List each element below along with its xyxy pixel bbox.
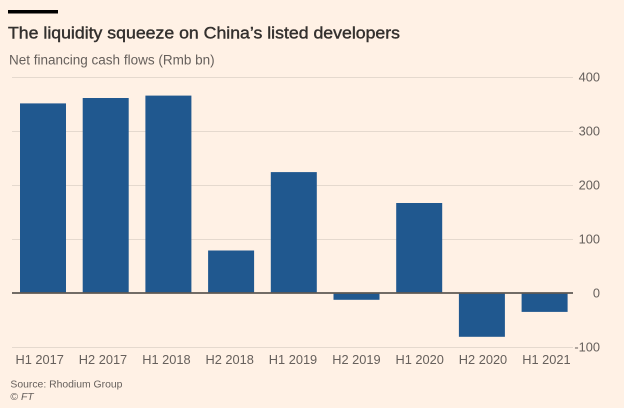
svg-text:200: 200	[579, 178, 600, 193]
svg-text:Source: Rhodium Group: Source: Rhodium Group	[10, 380, 122, 391]
svg-text:H1 2017: H1 2017	[16, 352, 64, 367]
svg-text:H2 2017: H2 2017	[79, 352, 127, 367]
svg-text:H2 2020: H2 2020	[459, 352, 507, 367]
svg-text:100: 100	[579, 232, 600, 247]
svg-text:H2 2019: H2 2019	[332, 352, 380, 367]
svg-text:H2 2018: H2 2018	[206, 352, 254, 367]
svg-text:H1 2021: H1 2021	[522, 352, 570, 367]
svg-text:400: 400	[579, 70, 600, 85]
svg-text:© FT: © FT	[10, 392, 34, 403]
svg-text:0: 0	[593, 286, 600, 301]
svg-text:H1 2020: H1 2020	[396, 352, 444, 367]
svg-text:H1 2018: H1 2018	[142, 352, 190, 367]
svg-text:Net financing cash flows (Rmb: Net financing cash flows (Rmb bn)	[9, 53, 215, 68]
svg-text:-100: -100	[574, 340, 600, 355]
svg-text:The liquidity squeeze on China: The liquidity squeeze on China’s listed …	[8, 25, 400, 43]
svg-text:H1 2019: H1 2019	[269, 352, 317, 367]
svg-text:300: 300	[579, 124, 600, 139]
